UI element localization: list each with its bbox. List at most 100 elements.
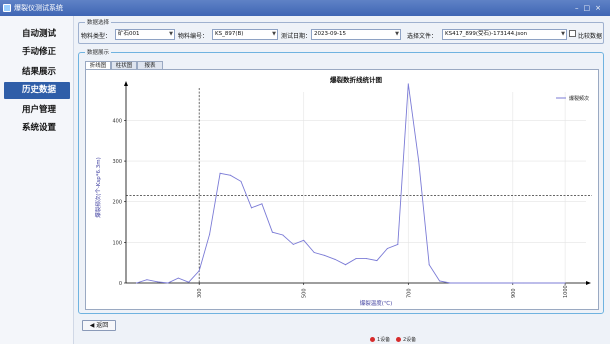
data-point [564, 282, 566, 284]
data-point [533, 282, 535, 284]
material-type-select[interactable]: 矿石001 ▼ [115, 29, 175, 40]
data-point [292, 243, 294, 245]
title-bar: 爆裂仪测试系统 –□× [0, 0, 610, 16]
minimize-icon[interactable]: – [575, 4, 584, 12]
data-point [480, 282, 482, 284]
data-point [355, 258, 357, 260]
data-point [460, 282, 462, 284]
app-logo-icon [3, 4, 11, 12]
data-point [345, 264, 347, 266]
file-select-value: KS417_899(受石)-173144.json [445, 31, 528, 37]
file-select[interactable]: KS417_899(受石)-173144.json ▼ [442, 29, 567, 40]
data-point [543, 282, 545, 284]
data-point [240, 180, 242, 182]
window-controls: –□× [575, 0, 606, 16]
y-tick-label: 300 [112, 159, 122, 165]
chart-title: 爆裂数折线统计图 [330, 75, 383, 84]
data-point [376, 260, 378, 262]
x-tick-label: 700 [406, 288, 412, 298]
data-point [470, 282, 472, 284]
data-point [522, 282, 524, 284]
data-point [146, 279, 148, 281]
line-chart: 0 100 200 300 400 300 500 700 900 1000 爆裂数折线统计图爆裂温… [94, 75, 592, 307]
data-point [407, 83, 409, 85]
device-1-status-icon [370, 337, 375, 342]
data-point [554, 282, 556, 284]
sidebar-item-auto-test[interactable]: 自动测试 [22, 29, 57, 39]
sidebar-item-result-display[interactable]: 结果展示 [22, 67, 57, 77]
compare-data-checkbox[interactable] [569, 30, 576, 37]
status-bar: 1设备 2设备 [74, 334, 610, 344]
chevron-down-icon: ▼ [272, 31, 276, 37]
data-point [230, 174, 232, 176]
data-point [188, 281, 190, 283]
data-point [219, 172, 221, 174]
sidebar-item-manual-correction[interactable]: 手动修正 [22, 47, 57, 57]
series-line [136, 83, 566, 284]
material-code-select[interactable]: KS_897(B) ▼ [212, 29, 278, 40]
sidebar-item-system-settings[interactable]: 系统设置 [22, 123, 57, 133]
test-date-label: 测试日期： [281, 33, 312, 40]
data-point [135, 282, 137, 284]
sidebar-item-history-data[interactable]: 历史数据 [4, 82, 70, 99]
data-point [439, 280, 441, 282]
test-date-value: 2023-09-15 [314, 31, 346, 37]
y-tick-label: 100 [112, 240, 122, 246]
maximize-icon[interactable]: □ [583, 4, 596, 12]
data-point [250, 207, 252, 209]
material-type-value: 矿石001 [118, 31, 140, 37]
back-button[interactable]: ◀ 返回 [82, 320, 116, 331]
x-axis-arrow-icon [586, 281, 591, 285]
test-date-picker[interactable]: 2023-09-15 ▼ [311, 29, 401, 40]
y-tick-label: 0 [119, 281, 122, 287]
data-display-group: 数据展示 折线图 柱状图 报表 0 100 200 300 400 300 500 700 90… [78, 48, 604, 314]
data-point [334, 258, 336, 260]
material-code-label: 物料编号： [178, 33, 209, 40]
material-code-value: KS_897(B) [215, 31, 244, 37]
data-point [303, 239, 305, 241]
data-point [449, 282, 451, 284]
legend-label: 爆裂频次 [569, 95, 589, 102]
data-point [501, 282, 503, 284]
data-point [324, 254, 326, 256]
compare-data-label: 比较数据 [578, 33, 603, 40]
x-tick-label: 300 [197, 288, 203, 298]
sidebar-item-user-management[interactable]: 用户管理 [22, 105, 57, 115]
chart-panel: 0 100 200 300 400 300 500 700 900 1000 爆裂数折线统计图爆裂温… [85, 69, 599, 310]
y-axis-arrow-icon [124, 81, 128, 86]
x-tick-label: 500 [302, 288, 308, 298]
data-point [512, 282, 514, 284]
x-axis-label: 爆裂温度(℃) [360, 299, 392, 307]
y-tick-label: 400 [112, 118, 122, 124]
y-tick-label: 200 [112, 200, 122, 206]
data-point [428, 264, 430, 266]
device-2-status-label: 2设备 [403, 337, 417, 343]
data-display-title: 数据展示 [85, 48, 112, 56]
data-point [313, 252, 315, 254]
data-point [177, 277, 179, 279]
material-type-label: 物料类型： [81, 33, 112, 40]
back-arrow-icon: ◀ [89, 322, 95, 329]
chevron-down-icon: ▼ [169, 31, 173, 37]
close-icon[interactable]: × [595, 4, 606, 12]
y-axis-label: 爆裂频次(个-Ksp*6.3m) [94, 157, 102, 218]
data-point [198, 270, 200, 272]
data-point [491, 282, 493, 284]
data-point [365, 258, 367, 260]
data-point [156, 281, 158, 283]
data-point [209, 233, 211, 235]
chevron-down-icon: ▼ [395, 31, 399, 37]
window-title: 爆裂仪测试系统 [14, 4, 63, 12]
sidebar: 自动测试 手动修正 结果展示 历史数据 用户管理 系统设置 [0, 16, 74, 344]
x-tick-label: 900 [511, 288, 517, 298]
data-point [418, 160, 420, 162]
data-point [386, 247, 388, 249]
device-1-status-label: 1设备 [377, 337, 391, 343]
file-select-label: 选择文件： [407, 33, 438, 40]
chevron-down-icon: ▼ [561, 31, 565, 37]
back-button-label: 返回 [96, 322, 109, 329]
x-tick-label: 1000 [563, 285, 569, 298]
data-point [261, 203, 263, 205]
data-point [271, 231, 273, 233]
